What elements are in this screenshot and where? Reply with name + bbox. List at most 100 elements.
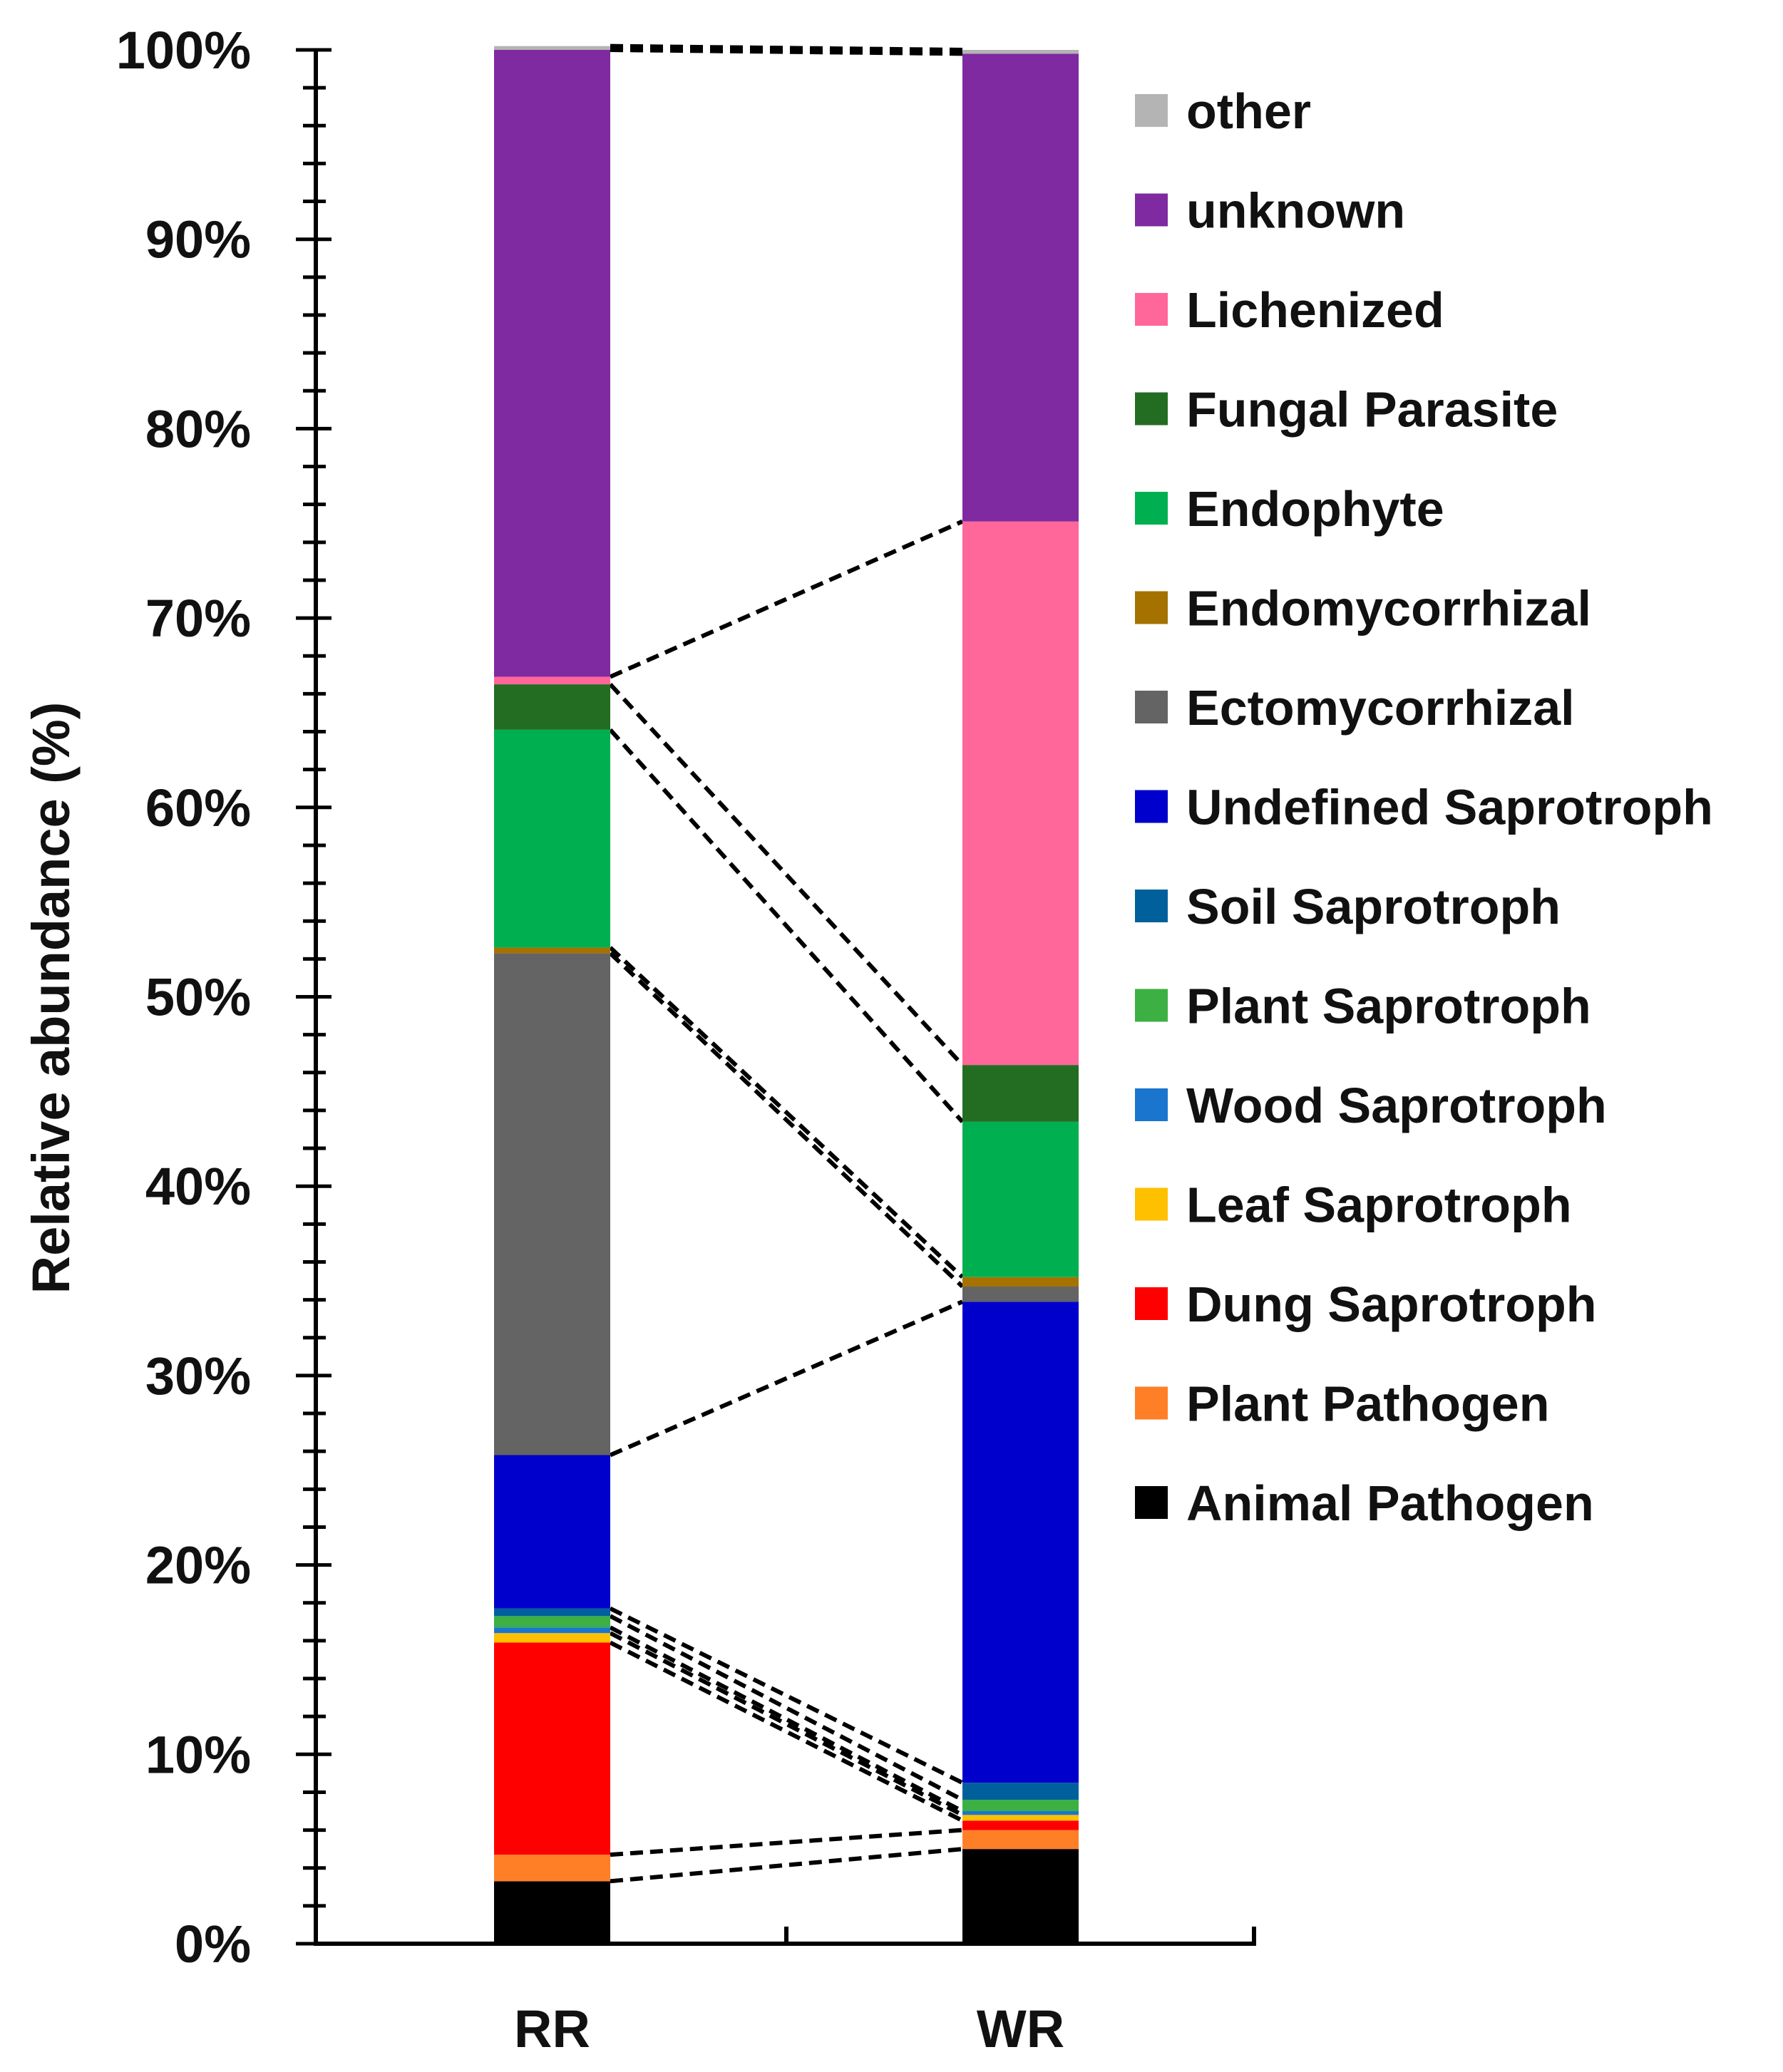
legend-item-other: other xyxy=(1135,83,1311,139)
y-tick-label-100: 100% xyxy=(116,21,251,80)
y-tick-label-60: 60% xyxy=(145,778,251,837)
legend-item-animal-pathogen: Animal Pathogen xyxy=(1135,1475,1594,1531)
connector-lichenized xyxy=(609,519,964,679)
y-tick-label-10: 10% xyxy=(145,1725,251,1784)
legend-label-plant-pathogen: Plant Pathogen xyxy=(1186,1376,1549,1432)
legend-label-soil-saprotroph: Soil Saprotroph xyxy=(1186,879,1561,934)
connector-unknown xyxy=(610,48,963,56)
legend-label-dung-saprotroph: Dung Saprotroph xyxy=(1186,1277,1596,1332)
category-label-rr: RR xyxy=(514,1999,590,2058)
y-tick-label-70: 70% xyxy=(145,589,251,648)
legend-label-ectomycorrhizal: Ectomycorrhizal xyxy=(1186,680,1575,736)
legend-label-fungal-parasite: Fungal Parasite xyxy=(1186,382,1558,438)
legend-label-endomycorrhizal: Endomycorrhizal xyxy=(1186,581,1591,636)
bar-segment-rr-dung-saprotroph xyxy=(494,1642,610,1855)
bar-segment-wr-leaf-saprotroph xyxy=(962,1815,1079,1821)
bar-segment-wr-endomycorrhizal xyxy=(962,1277,1079,1287)
bar-segment-wr-ectomycorrhizal xyxy=(962,1287,1079,1302)
legend-swatch-soil-saprotroph xyxy=(1135,890,1168,922)
bar-segment-rr-unknown xyxy=(494,50,610,677)
connector-plant-pathogen xyxy=(610,1828,963,1857)
legend-label-wood-saprotroph: Wood Saprotroph xyxy=(1186,1078,1607,1133)
legend-swatch-endophyte xyxy=(1135,492,1168,525)
legend-swatch-plant-saprotroph xyxy=(1135,989,1168,1022)
bar-segment-rr-fungal-parasite xyxy=(494,684,610,730)
bar-segment-rr-endomycorrhizal xyxy=(494,947,610,954)
y-tick-label-30: 30% xyxy=(145,1346,251,1406)
bar-segment-wr-endophyte xyxy=(962,1121,1079,1277)
y-tick-label-50: 50% xyxy=(145,968,251,1027)
connector-soil-saprotroph xyxy=(609,1607,964,1785)
legend-swatch-unknown xyxy=(1135,193,1168,227)
connector-endophyte xyxy=(608,728,965,1123)
legend-item-plant-saprotroph: Plant Saprotroph xyxy=(1135,979,1591,1034)
connector-leaf-saprotroph xyxy=(609,1631,964,1817)
legend-label-leaf-saprotroph: Leaf Saprotroph xyxy=(1186,1177,1572,1233)
legend-label-plant-saprotroph: Plant Saprotroph xyxy=(1186,979,1591,1034)
legend-swatch-other xyxy=(1135,94,1168,127)
bar-segment-wr-plant-pathogen xyxy=(962,1830,1079,1850)
connector-wood-saprotroph xyxy=(609,1625,964,1813)
legend-item-wood-saprotroph: Wood Saprotroph xyxy=(1135,1078,1607,1133)
y-tick-label-20: 20% xyxy=(145,1536,251,1595)
bar-segment-wr-unknown xyxy=(962,53,1079,522)
bar-segment-rr-plant-saprotroph xyxy=(494,1616,610,1628)
y-tick-label-0: 0% xyxy=(175,1914,251,1974)
bar-segment-rr-leaf-saprotroph xyxy=(494,1633,610,1643)
legend-item-soil-saprotroph: Soil Saprotroph xyxy=(1135,879,1561,934)
connector-endomycorrhizal xyxy=(608,946,965,1279)
legend-swatch-fungal-parasite xyxy=(1135,392,1168,426)
connector-undefined-saprotroph xyxy=(609,1299,964,1458)
connector-other xyxy=(610,43,963,52)
legend-swatch-undefined-saprotroph xyxy=(1135,790,1168,823)
y-tick-label-80: 80% xyxy=(145,399,251,458)
bar-segment-wr-soil-saprotroph xyxy=(962,1783,1079,1800)
bar-stacks xyxy=(494,46,1079,1944)
legend-swatch-dung-saprotroph xyxy=(1135,1287,1168,1320)
legend-label-other: other xyxy=(1186,83,1311,139)
legend-swatch-animal-pathogen xyxy=(1135,1486,1168,1519)
connector-plant-saprotroph xyxy=(609,1614,964,1802)
bar-segment-rr-plant-pathogen xyxy=(494,1855,610,1882)
legend-label-animal-pathogen: Animal Pathogen xyxy=(1186,1475,1594,1531)
legend-item-ectomycorrhizal: Ectomycorrhizal xyxy=(1135,680,1575,736)
legend-item-fungal-parasite: Fungal Parasite xyxy=(1135,382,1558,438)
y-tick-label-40: 40% xyxy=(145,1157,251,1216)
legend-item-undefined-saprotroph: Undefined Saprotroph xyxy=(1135,780,1713,835)
bar-segment-wr-plant-saprotroph xyxy=(962,1800,1079,1812)
category-label-wr: WR xyxy=(977,1999,1064,2058)
connector-animal-pathogen xyxy=(610,1847,963,1884)
legend-item-endophyte: Endophyte xyxy=(1135,481,1444,537)
legend-label-lichenized: Lichenized xyxy=(1186,282,1444,338)
bar-segment-rr-lichenized xyxy=(494,676,610,685)
legend-swatch-lichenized xyxy=(1135,293,1168,326)
legend-label-undefined-saprotroph: Undefined Saprotroph xyxy=(1186,780,1713,835)
legend-swatch-wood-saprotroph xyxy=(1135,1088,1168,1121)
connector-lines xyxy=(608,43,965,1884)
legend: other unknown Lichenized Fungal Parasite End… xyxy=(1135,83,1713,1531)
category-labels: RR WR xyxy=(514,1999,1064,2058)
bar-segment-wr-animal-pathogen xyxy=(962,1849,1079,1944)
connector-fungal-parasite xyxy=(608,683,965,1067)
legend-swatch-endomycorrhizal xyxy=(1135,591,1168,624)
bar-segment-rr-soil-saprotroph xyxy=(494,1608,610,1617)
legend-item-unknown: unknown xyxy=(1135,183,1405,239)
y-tick-label-90: 90% xyxy=(145,210,251,269)
legend-swatch-leaf-saprotroph xyxy=(1135,1187,1168,1221)
bar-segment-wr-dung-saprotroph xyxy=(962,1820,1079,1830)
legend-label-endophyte: Endophyte xyxy=(1186,481,1444,537)
legend-item-endomycorrhizal: Endomycorrhizal xyxy=(1135,581,1591,636)
legend-item-plant-pathogen: Plant Pathogen xyxy=(1135,1376,1549,1432)
bar-segment-wr-fungal-parasite xyxy=(962,1065,1079,1122)
bar-segment-rr-other xyxy=(494,46,610,50)
legend-item-leaf-saprotroph: Leaf Saprotroph xyxy=(1135,1177,1572,1233)
y-axis-title: Relative abundance (%) xyxy=(21,702,81,1294)
axes xyxy=(296,48,1256,1946)
legend-item-dung-saprotroph: Dung Saprotroph xyxy=(1135,1277,1596,1332)
bar-segment-wr-other xyxy=(962,50,1079,54)
connector-dung-saprotroph xyxy=(609,1640,964,1823)
bar-segment-rr-animal-pathogen xyxy=(494,1881,610,1944)
legend-item-lichenized: Lichenized xyxy=(1135,282,1444,338)
connector-ectomycorrhizal xyxy=(608,952,965,1289)
